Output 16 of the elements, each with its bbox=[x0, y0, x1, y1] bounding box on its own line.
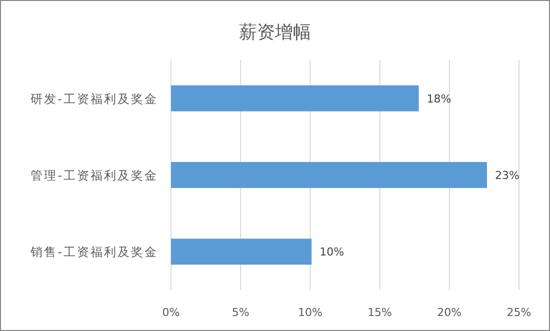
x-tick-label: 10% bbox=[298, 306, 322, 319]
data-label: 10% bbox=[320, 246, 344, 259]
y-tick-label: 销售-工资福利及奖金 bbox=[30, 245, 158, 260]
bar bbox=[171, 238, 312, 265]
x-tick-label: 15% bbox=[368, 306, 392, 319]
data-label: 18% bbox=[426, 92, 452, 106]
x-tick-label: 5% bbox=[232, 306, 250, 319]
y-tick-label: 研发-工资福利及奖金 bbox=[30, 92, 158, 106]
bar bbox=[171, 162, 487, 188]
x-tick-label: 0% bbox=[162, 306, 180, 319]
x-tick-label: 25% bbox=[506, 306, 532, 319]
y-tick-label: 管理-工资福利及奖金 bbox=[30, 168, 158, 182]
x-tick-label: 20% bbox=[437, 306, 462, 319]
data-label: 23% bbox=[494, 169, 520, 182]
chart-title: 薪资增幅 bbox=[239, 22, 311, 43]
bar bbox=[171, 85, 419, 112]
